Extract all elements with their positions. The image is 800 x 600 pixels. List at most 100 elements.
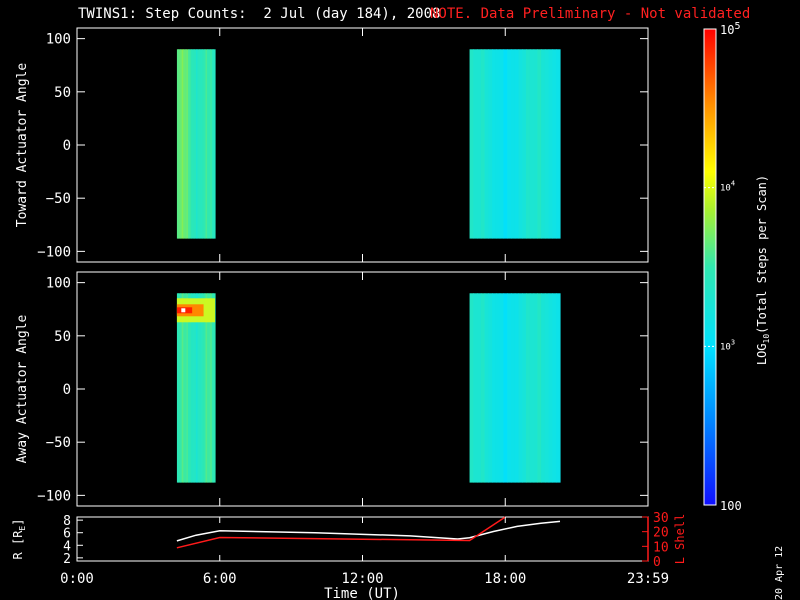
scan-column [183,293,186,483]
scan-column [473,49,478,239]
scan-column [194,293,197,483]
x-tick-label: 18:00 [484,571,526,587]
panel-frame [76,27,649,263]
scan-column [518,293,523,483]
scan-column [503,293,508,483]
scan-column [199,293,202,483]
scan-column [189,49,192,239]
scan-column [548,49,554,239]
scan-column [186,49,189,239]
plot-title: TWINS1: Step Counts: 2 Jul (day 184), 20… [78,6,441,22]
scan-column [544,293,550,483]
colorbar-tick-label: 105 [720,21,740,37]
scan-column [488,293,493,483]
scan-column [510,49,516,239]
x-tick-label: 6:00 [203,571,237,587]
scan-column [477,49,482,239]
y-tick-label: −100 [37,244,71,260]
colorbar-label: LOG10(Total Steps per Scan) [755,175,771,365]
y-tick-label-right: 10 [653,540,669,555]
scan-column [192,49,195,239]
scan-column [191,293,194,483]
scan-column [552,49,557,239]
scan-column [202,293,205,483]
scan-column [211,49,215,239]
r-axis-label-end: ] [11,519,25,526]
colorbar-tick-label: 104 [720,180,735,194]
scan-column [507,49,512,239]
scan-column [213,49,216,239]
scan-column [192,293,195,483]
colorbar-label-sub: 10 [762,334,771,344]
y-tick-label-right: 0 [653,555,661,570]
scan-column [529,293,535,483]
scan-column [537,293,542,483]
scan-column [197,49,200,239]
y-tick-label-right: 20 [653,526,669,541]
scan-column [211,293,215,483]
scan-column [541,293,546,483]
r-axis-label-text: R [R [11,530,25,560]
y-axis-label: Away Actuator Angle [15,314,30,463]
scan-column [197,293,200,483]
scan-column [556,293,561,483]
scan-column [188,293,191,483]
y-tick-label-right: 30 [653,511,669,526]
hotspot-peak [181,308,186,313]
scan-column [205,49,208,239]
lshell-series-line [176,516,506,549]
scan-column [537,49,542,239]
scan-column [469,293,474,483]
y-tick-label: 100 [46,32,71,48]
scan-column [503,49,508,239]
scan-column [191,49,194,239]
colorbar-tick-exp: 5 [734,21,740,32]
scan-column [203,293,207,483]
scan-column [181,49,184,239]
scan-column [199,49,202,239]
y-tick-label: 8 [63,514,71,529]
scan-column [492,49,497,239]
scan-column [176,49,180,239]
scan-column [189,293,192,483]
y-tick-label: 0 [63,138,71,154]
colorbar-tick-base: 100 [720,499,742,513]
heatmap-panel-1: 100 50 0 −50 −100 Toward Actuator Angle [15,27,649,263]
scan-column [514,49,520,239]
colorbar-tick-base: 10 [720,184,731,194]
colorbar-tick-base: 10 [720,342,731,352]
y-tick-label: 6 [63,527,71,542]
scan-column [188,49,191,239]
y-tick-label: −50 [46,435,71,451]
scan-column [522,293,527,483]
scan-column [180,293,183,483]
y-tick-label: 0 [63,382,71,398]
scan-column [552,293,557,483]
colorbar-tick-base: 10 [720,23,734,37]
scan-column [184,293,188,483]
scan-column [213,293,216,483]
y-tick-label: 50 [54,329,71,345]
scan-column [480,49,486,239]
scan-column [469,49,474,239]
date-stamp: 20 Apr 12 [774,545,785,600]
scan-column [544,49,550,239]
y-tick-label: −100 [37,488,71,504]
colorbar-tick-exp: 4 [731,180,735,188]
scan-column [541,49,546,239]
scan-column [492,293,497,483]
heatmap-panel-2: 100 50 0 −50 −100 Away Actuator Angle [15,271,649,507]
scan-column [518,49,523,239]
scan-column [526,49,531,239]
scan-column [484,293,489,483]
scan-column [205,293,208,483]
scan-column [178,49,181,239]
r-axis-label: R [RE] [11,519,27,560]
colorbar-label-post: (Total Steps per Scan) [755,175,769,334]
scan-column [208,49,211,239]
scan-column [499,49,505,239]
